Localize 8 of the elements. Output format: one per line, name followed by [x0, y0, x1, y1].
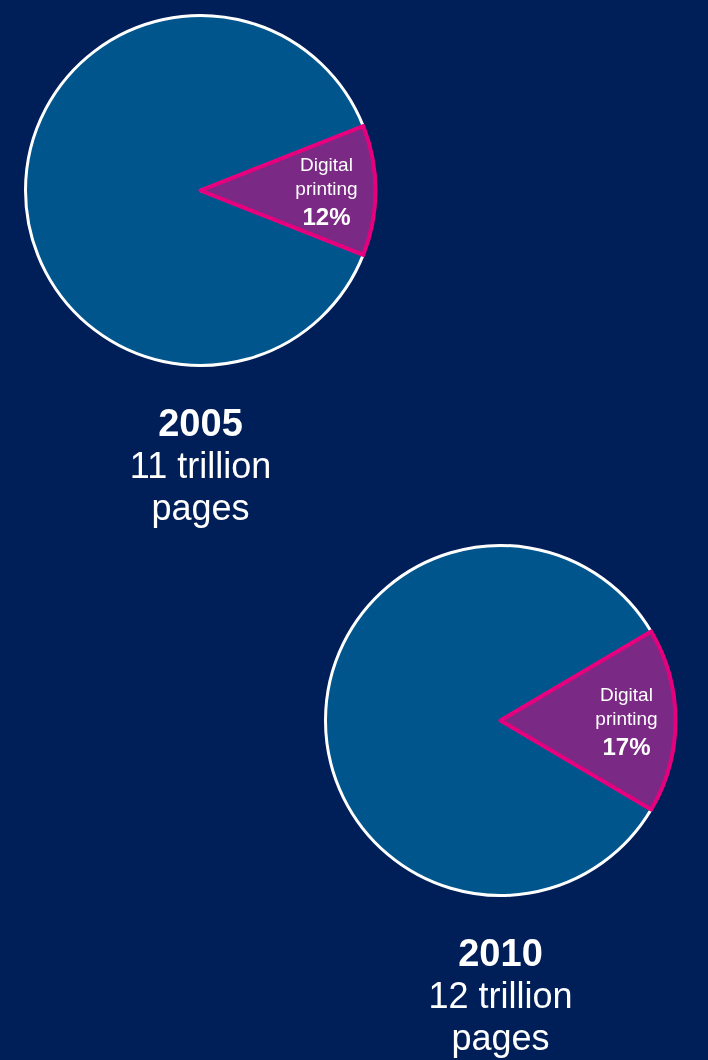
- data-label: 17%: [602, 733, 651, 760]
- text: 2010: [458, 932, 543, 974]
- data-label: 12%: [302, 203, 351, 230]
- slice-label: Digital printing: [295, 154, 358, 199]
- text: 2005: [158, 402, 243, 444]
- slice-label: Digital printing: [595, 684, 658, 729]
- text: 12 trillion pages: [428, 975, 573, 1058]
- text: 11 trillion pages: [129, 445, 272, 528]
